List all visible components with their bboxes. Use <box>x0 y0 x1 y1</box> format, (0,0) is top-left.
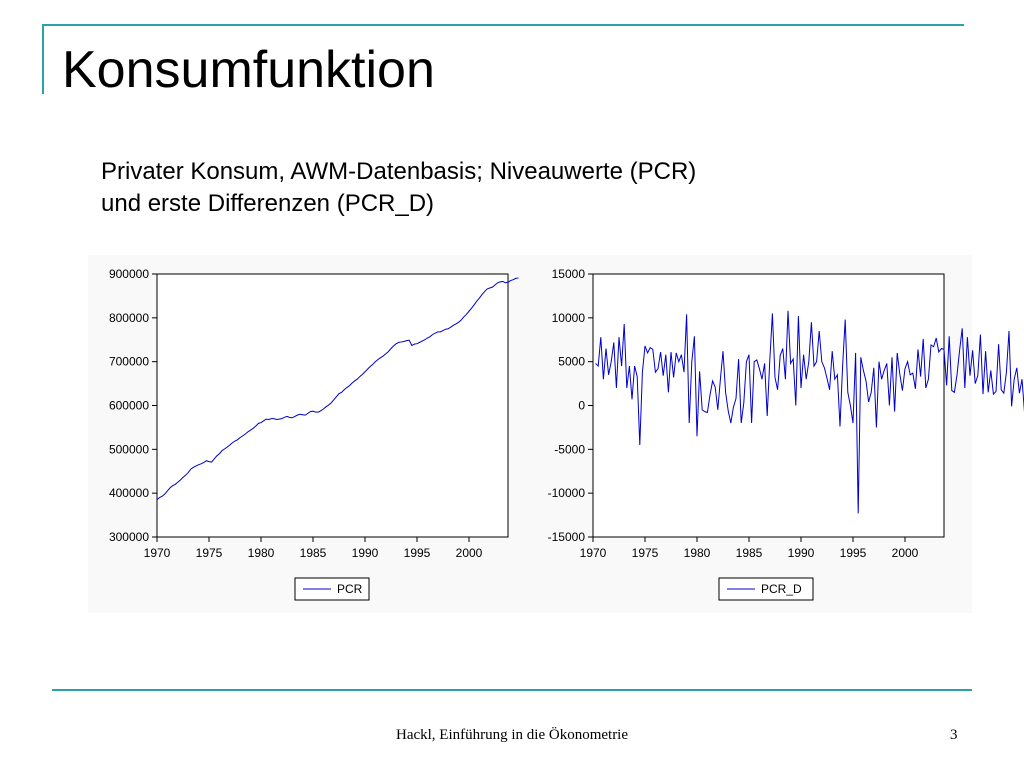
x-tick-label: 1995 <box>840 546 867 560</box>
x-tick-label: 1980 <box>248 546 275 560</box>
page-number: 3 <box>950 727 958 743</box>
legend-box <box>294 577 370 601</box>
y-tick-label: 800000 <box>109 311 149 325</box>
bottom-accent-line <box>52 689 972 691</box>
x-tick-label: 2000 <box>456 546 483 560</box>
series-line-pcr-d <box>595 310 1024 514</box>
x-tick-label: 1990 <box>788 546 815 560</box>
pcr-chart: 300000 400000 500000 600000 700000 800000 9000… <box>109 267 519 601</box>
y-tick-label: 5000 <box>558 355 585 369</box>
x-tick-label: 1970 <box>580 546 607 560</box>
plot-area <box>156 273 509 538</box>
y-tick-label: 10000 <box>552 311 586 325</box>
footer-text: Hackl, Einführung in die Ökonometrie <box>395 727 629 743</box>
legend-box <box>718 577 814 601</box>
top-accent-line <box>42 24 964 26</box>
y-tick-label: 300000 <box>109 530 149 544</box>
x-tick-label: 1985 <box>736 546 763 560</box>
x-tick-label: 1975 <box>196 546 223 560</box>
plot-area <box>592 273 945 538</box>
y-tick-label: 600000 <box>109 399 149 413</box>
left-accent-line <box>42 24 44 94</box>
y-tick-label: 500000 <box>109 442 149 456</box>
y-tick-label: 15000 <box>552 267 586 281</box>
slide-subtitle: Privater Konsum, AWM-Datenbasis; Niveauw… <box>101 156 696 220</box>
x-tick-label: 1990 <box>352 546 379 560</box>
y-tick-label: 0 <box>578 399 585 413</box>
axis-labels: -15000 -10000 -5000 0 5000 10000 15000 1970 1975… <box>548 267 919 560</box>
x-tick-label: 2000 <box>892 546 919 560</box>
x-tick-label: 1975 <box>632 546 659 560</box>
y-tick-label: 400000 <box>109 486 149 500</box>
x-tick-label: 1970 <box>144 546 171 560</box>
slide-title: Konsumfunktion <box>62 41 435 99</box>
legend-label: PCR <box>337 582 363 596</box>
subtitle-line-1: Privater Konsum, AWM-Datenbasis; Niveauw… <box>101 158 697 185</box>
legend-label: PCR_D <box>761 582 802 596</box>
x-tick-label: 1985 <box>300 546 327 560</box>
x-tick-label: 1995 <box>404 546 431 560</box>
y-tick-label: -15000 <box>548 530 586 544</box>
pcr-d-chart: -15000 -10000 -5000 0 5000 10000 15000 1970 1975… <box>548 267 1024 601</box>
y-tick-label: -5000 <box>554 442 585 456</box>
y-tick-label: -10000 <box>548 486 586 500</box>
axis-labels: 300000 400000 500000 600000 700000 800000 9000… <box>109 267 483 560</box>
y-tick-label: 900000 <box>109 267 149 281</box>
series-line-pcr <box>156 277 519 501</box>
x-tick-label: 1980 <box>684 546 711 560</box>
subtitle-line-2: und erste Differenzen (PCR_D) <box>101 190 435 217</box>
y-tick-label: 700000 <box>109 355 149 369</box>
